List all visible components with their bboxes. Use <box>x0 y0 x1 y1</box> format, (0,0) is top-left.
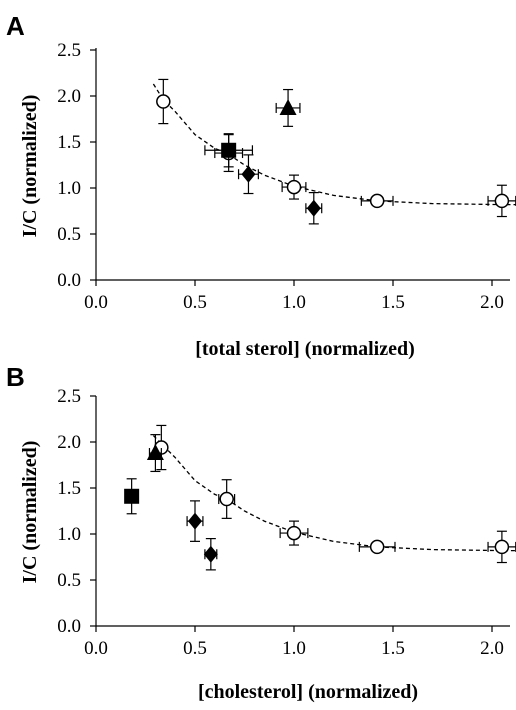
panel-a-y-tick-label: 0.5 <box>57 224 81 245</box>
panel-b: B [cholesterol] (normalized) I/C (normal… <box>6 362 516 703</box>
panel-b-filled-square-point <box>124 488 140 504</box>
panel-b-y-tick-label: 1.0 <box>57 524 81 545</box>
panel-b-y-tick-label: 2.0 <box>57 432 81 453</box>
panel-b-y-tick-label: 2.5 <box>57 386 81 407</box>
panel-a-y-tick-label: 1.0 <box>57 178 81 199</box>
panel-b-fit-curve <box>152 435 516 552</box>
panel-a-open-circle-point <box>494 193 510 209</box>
panel-a-y-tick-label: 1.5 <box>57 132 81 153</box>
panel-b-x-tick-label: 0.5 <box>183 638 207 659</box>
panel-b-open-circle-point <box>494 539 510 555</box>
panel-a-filled-square-point <box>221 142 237 158</box>
panel-b-open-circle-point <box>286 525 302 541</box>
panel-b-x-tick-label: 1.0 <box>282 638 306 659</box>
panel-a-x-tick-label: 0.5 <box>183 292 207 313</box>
panel-a-filled-diamond-point <box>241 165 256 183</box>
panel-b-x-tick-label: 2.0 <box>480 638 504 659</box>
panel-b-x-tick-label: 0.0 <box>84 638 108 659</box>
panel-b-open-circle-point <box>219 491 234 507</box>
panel-a-y-axis-title: I/C (normalized) <box>19 95 41 238</box>
panel-b-y-tick-label: 0.5 <box>57 570 81 591</box>
panel-b-x-axis-title: [cholesterol] (normalized) <box>198 681 418 703</box>
panel-a-filled-diamond-point <box>306 199 321 217</box>
panel-a-x-tick-label: 1.5 <box>381 292 405 313</box>
panel-a-y-tick-label: 2.0 <box>57 86 81 107</box>
panel-b-filled-diamond-point <box>203 545 218 563</box>
panel-a-open-circle-point <box>369 193 385 209</box>
panel-a: A [total sterol] (normalized) I/C (norma… <box>6 11 516 360</box>
panel-b-filled-diamond-point <box>188 512 202 530</box>
panel-b-open-circle-point <box>369 539 385 555</box>
panel-a-x-tick-label: 2.0 <box>480 292 504 313</box>
panel-b-y-axis-title: I/C (normalized) <box>19 441 41 584</box>
panel-b-y-tick-label: 1.5 <box>57 478 81 499</box>
panel-b-label: B <box>6 362 25 392</box>
panel-a-fit-curve <box>152 83 516 206</box>
panel-a-filled-triangle-point <box>279 98 297 115</box>
panel-b-y-tick-label: 0.0 <box>57 616 81 637</box>
panel-a-x-axis-title: [total sterol] (normalized) <box>195 338 415 360</box>
panel-a-x-tick-label: 0.0 <box>84 292 108 313</box>
panel-a-open-circle-point <box>286 179 302 195</box>
panel-a-label: A <box>6 11 25 41</box>
panel-b-filled-triangle-point <box>146 444 164 461</box>
panel-b-x-tick-label: 1.5 <box>381 638 405 659</box>
panel-a-y-tick-label: 0.0 <box>57 270 81 291</box>
panel-a-y-tick-label: 2.5 <box>57 40 81 61</box>
panel-a-x-tick-label: 1.0 <box>282 292 306 313</box>
panel-a-open-circle-point <box>156 94 171 109</box>
